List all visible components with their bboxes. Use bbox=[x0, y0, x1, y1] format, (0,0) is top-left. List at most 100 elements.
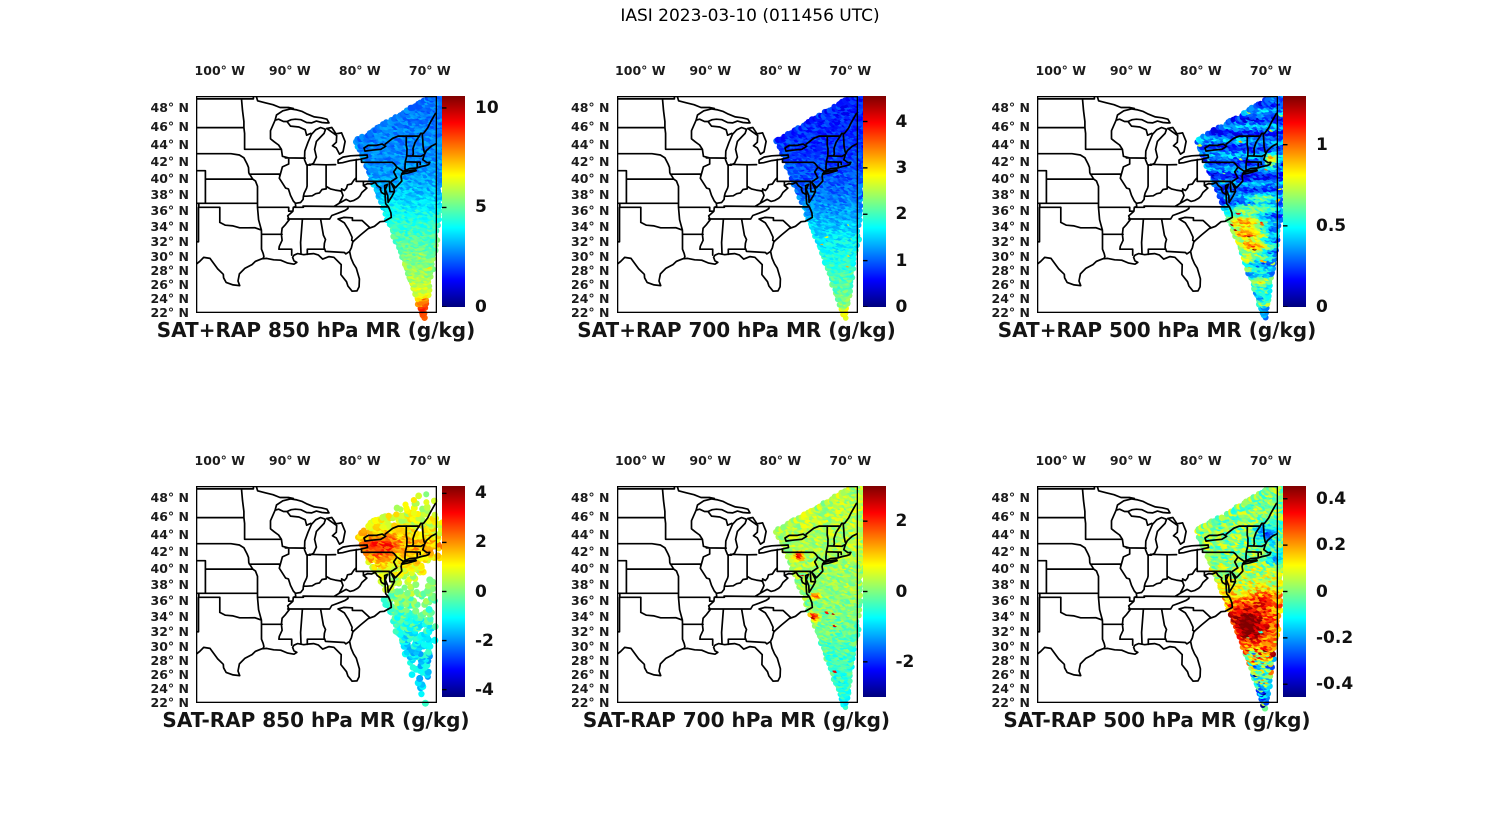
lon-tick-label: 100° W bbox=[615, 63, 666, 78]
lat-tick-label: 32° N bbox=[150, 623, 189, 639]
lat-tick-label: 40° N bbox=[991, 561, 1030, 577]
colorbar bbox=[862, 486, 886, 697]
state-boundaries bbox=[196, 486, 437, 683]
lon-tick-label: 70° W bbox=[829, 453, 872, 468]
lat-tick-label: 32° N bbox=[571, 233, 610, 249]
colorbar-tick-label: -2 bbox=[475, 630, 494, 651]
colorbar bbox=[1283, 486, 1306, 697]
lat-tick-label: 42° N bbox=[991, 544, 1030, 560]
lon-tick-label: 90° W bbox=[268, 453, 311, 468]
lat-tick-label: 28° N bbox=[991, 653, 1030, 669]
lon-tick-label: 70° W bbox=[408, 63, 451, 78]
lon-tick-label: 90° W bbox=[1109, 453, 1152, 468]
lat-tick-label: 46° N bbox=[150, 119, 189, 135]
panel-title: SAT-RAP 700 hPa MR (g/kg) bbox=[582, 708, 891, 732]
lat-tick-label: 48° N bbox=[571, 490, 610, 506]
lat-tick-label: 38° N bbox=[991, 187, 1030, 203]
colorbar-tick-label: 0 bbox=[475, 297, 487, 317]
lat-tick-label: 44° N bbox=[991, 136, 1030, 152]
map-frame bbox=[1037, 96, 1278, 313]
colorbar-tick-label: 1 bbox=[895, 250, 908, 271]
colorbar-tick-label: 0 bbox=[895, 297, 908, 317]
lat-tick-label: 34° N bbox=[991, 218, 1030, 234]
basemap bbox=[616, 486, 858, 703]
lat-tick-label: 22° N bbox=[571, 305, 610, 320]
basemap bbox=[1037, 96, 1278, 313]
lat-tick-label: 24° N bbox=[571, 681, 610, 697]
lon-tick-label: 80° W bbox=[338, 453, 381, 468]
basemap-svg bbox=[196, 486, 437, 703]
basemap bbox=[616, 96, 858, 313]
basemap-svg bbox=[1037, 486, 1278, 703]
colorbar-tick-label: 0.4 bbox=[1316, 488, 1347, 509]
lat-tick-label: 46° N bbox=[571, 119, 610, 135]
panel-title: SAT+RAP 500 hPa MR (g/kg) bbox=[997, 318, 1317, 342]
lat-tick-label: 34° N bbox=[150, 218, 189, 234]
lat-tick-label: 36° N bbox=[150, 593, 189, 609]
lat-tick-label: 42° N bbox=[150, 154, 189, 170]
lat-tick-label: 30° N bbox=[571, 248, 610, 264]
lat-tick-label: 36° N bbox=[991, 593, 1030, 609]
colorbar-tick-label: 5 bbox=[475, 197, 487, 218]
lat-tick-label: 42° N bbox=[571, 544, 610, 560]
lon-tick-label: 90° W bbox=[689, 63, 732, 78]
lat-tick-label: 28° N bbox=[150, 653, 189, 669]
lat-tick-label: 36° N bbox=[571, 203, 610, 219]
lon-tick-label: 70° W bbox=[829, 63, 872, 78]
lat-tick-label: 46° N bbox=[991, 119, 1030, 135]
lat-tick-label: 40° N bbox=[991, 171, 1030, 187]
lat-tick-label: 26° N bbox=[150, 667, 189, 683]
panel-title: SAT-RAP 500 hPa MR (g/kg) bbox=[1003, 708, 1311, 732]
lat-tick-label: 36° N bbox=[991, 203, 1030, 219]
lon-tick-label: 80° W bbox=[1179, 453, 1222, 468]
map-frame bbox=[616, 486, 858, 703]
colorbar-tick-label: 0 bbox=[895, 581, 908, 602]
colorbar-tick-label: 4 bbox=[895, 111, 908, 132]
lon-tick-label: 100° W bbox=[1035, 63, 1087, 78]
lat-tick-label: 26° N bbox=[150, 277, 189, 293]
map-frame bbox=[196, 486, 437, 703]
lat-tick-label: 48° N bbox=[991, 490, 1030, 506]
lat-tick-label: 26° N bbox=[571, 277, 610, 293]
lon-tick-label: 90° W bbox=[268, 63, 311, 78]
lat-tick-label: 32° N bbox=[150, 233, 189, 249]
colorbar bbox=[862, 96, 886, 307]
colorbar-tick-label: 2 bbox=[895, 511, 908, 532]
panel-title: SAT+RAP 700 hPa MR (g/kg) bbox=[577, 318, 896, 342]
basemap bbox=[196, 96, 437, 313]
colorbar-tick-label: -4 bbox=[475, 679, 494, 700]
figure-title: IASI 2023-03-10 (011456 UTC) bbox=[620, 6, 880, 26]
lat-tick-label: 32° N bbox=[991, 623, 1030, 639]
lat-tick-label: 42° N bbox=[571, 154, 610, 170]
lat-tick-label: 22° N bbox=[991, 695, 1030, 710]
lat-tick-label: 28° N bbox=[991, 263, 1030, 279]
colorbar-tick-label: 0 bbox=[1316, 297, 1328, 317]
lat-tick-label: 48° N bbox=[150, 100, 189, 116]
lat-tick-label: 24° N bbox=[150, 681, 189, 697]
colorbar bbox=[442, 486, 465, 697]
lat-tick-label: 32° N bbox=[991, 233, 1030, 249]
lat-tick-label: 32° N bbox=[571, 623, 610, 639]
lon-tick-label: 80° W bbox=[1179, 63, 1222, 78]
lon-tick-label: 70° W bbox=[1249, 453, 1292, 468]
state-boundaries bbox=[196, 96, 437, 293]
colorbar-tick-label: 1 bbox=[1316, 134, 1328, 155]
basemap-svg bbox=[616, 96, 858, 313]
lat-tick-label: 44° N bbox=[150, 136, 189, 152]
lat-tick-label: 46° N bbox=[991, 509, 1030, 525]
lat-tick-label: 30° N bbox=[150, 638, 189, 654]
lat-tick-label: 48° N bbox=[150, 490, 189, 506]
lon-tick-label: 100° W bbox=[1035, 453, 1087, 468]
colorbar-tick-label: 10 bbox=[475, 97, 499, 118]
lat-tick-label: 46° N bbox=[571, 509, 610, 525]
lat-tick-label: 40° N bbox=[150, 561, 189, 577]
lon-tick-label: 100° W bbox=[194, 63, 246, 78]
lat-tick-label: 38° N bbox=[150, 577, 189, 593]
colorbar bbox=[1283, 96, 1306, 307]
lat-tick-label: 28° N bbox=[571, 653, 610, 669]
state-boundaries bbox=[1037, 486, 1278, 683]
lat-tick-label: 22° N bbox=[571, 695, 610, 710]
colorbar-tick-label: 0.5 bbox=[1316, 215, 1347, 236]
colorbar-tick-label: 0.2 bbox=[1316, 535, 1347, 556]
lat-tick-label: 24° N bbox=[991, 291, 1030, 307]
